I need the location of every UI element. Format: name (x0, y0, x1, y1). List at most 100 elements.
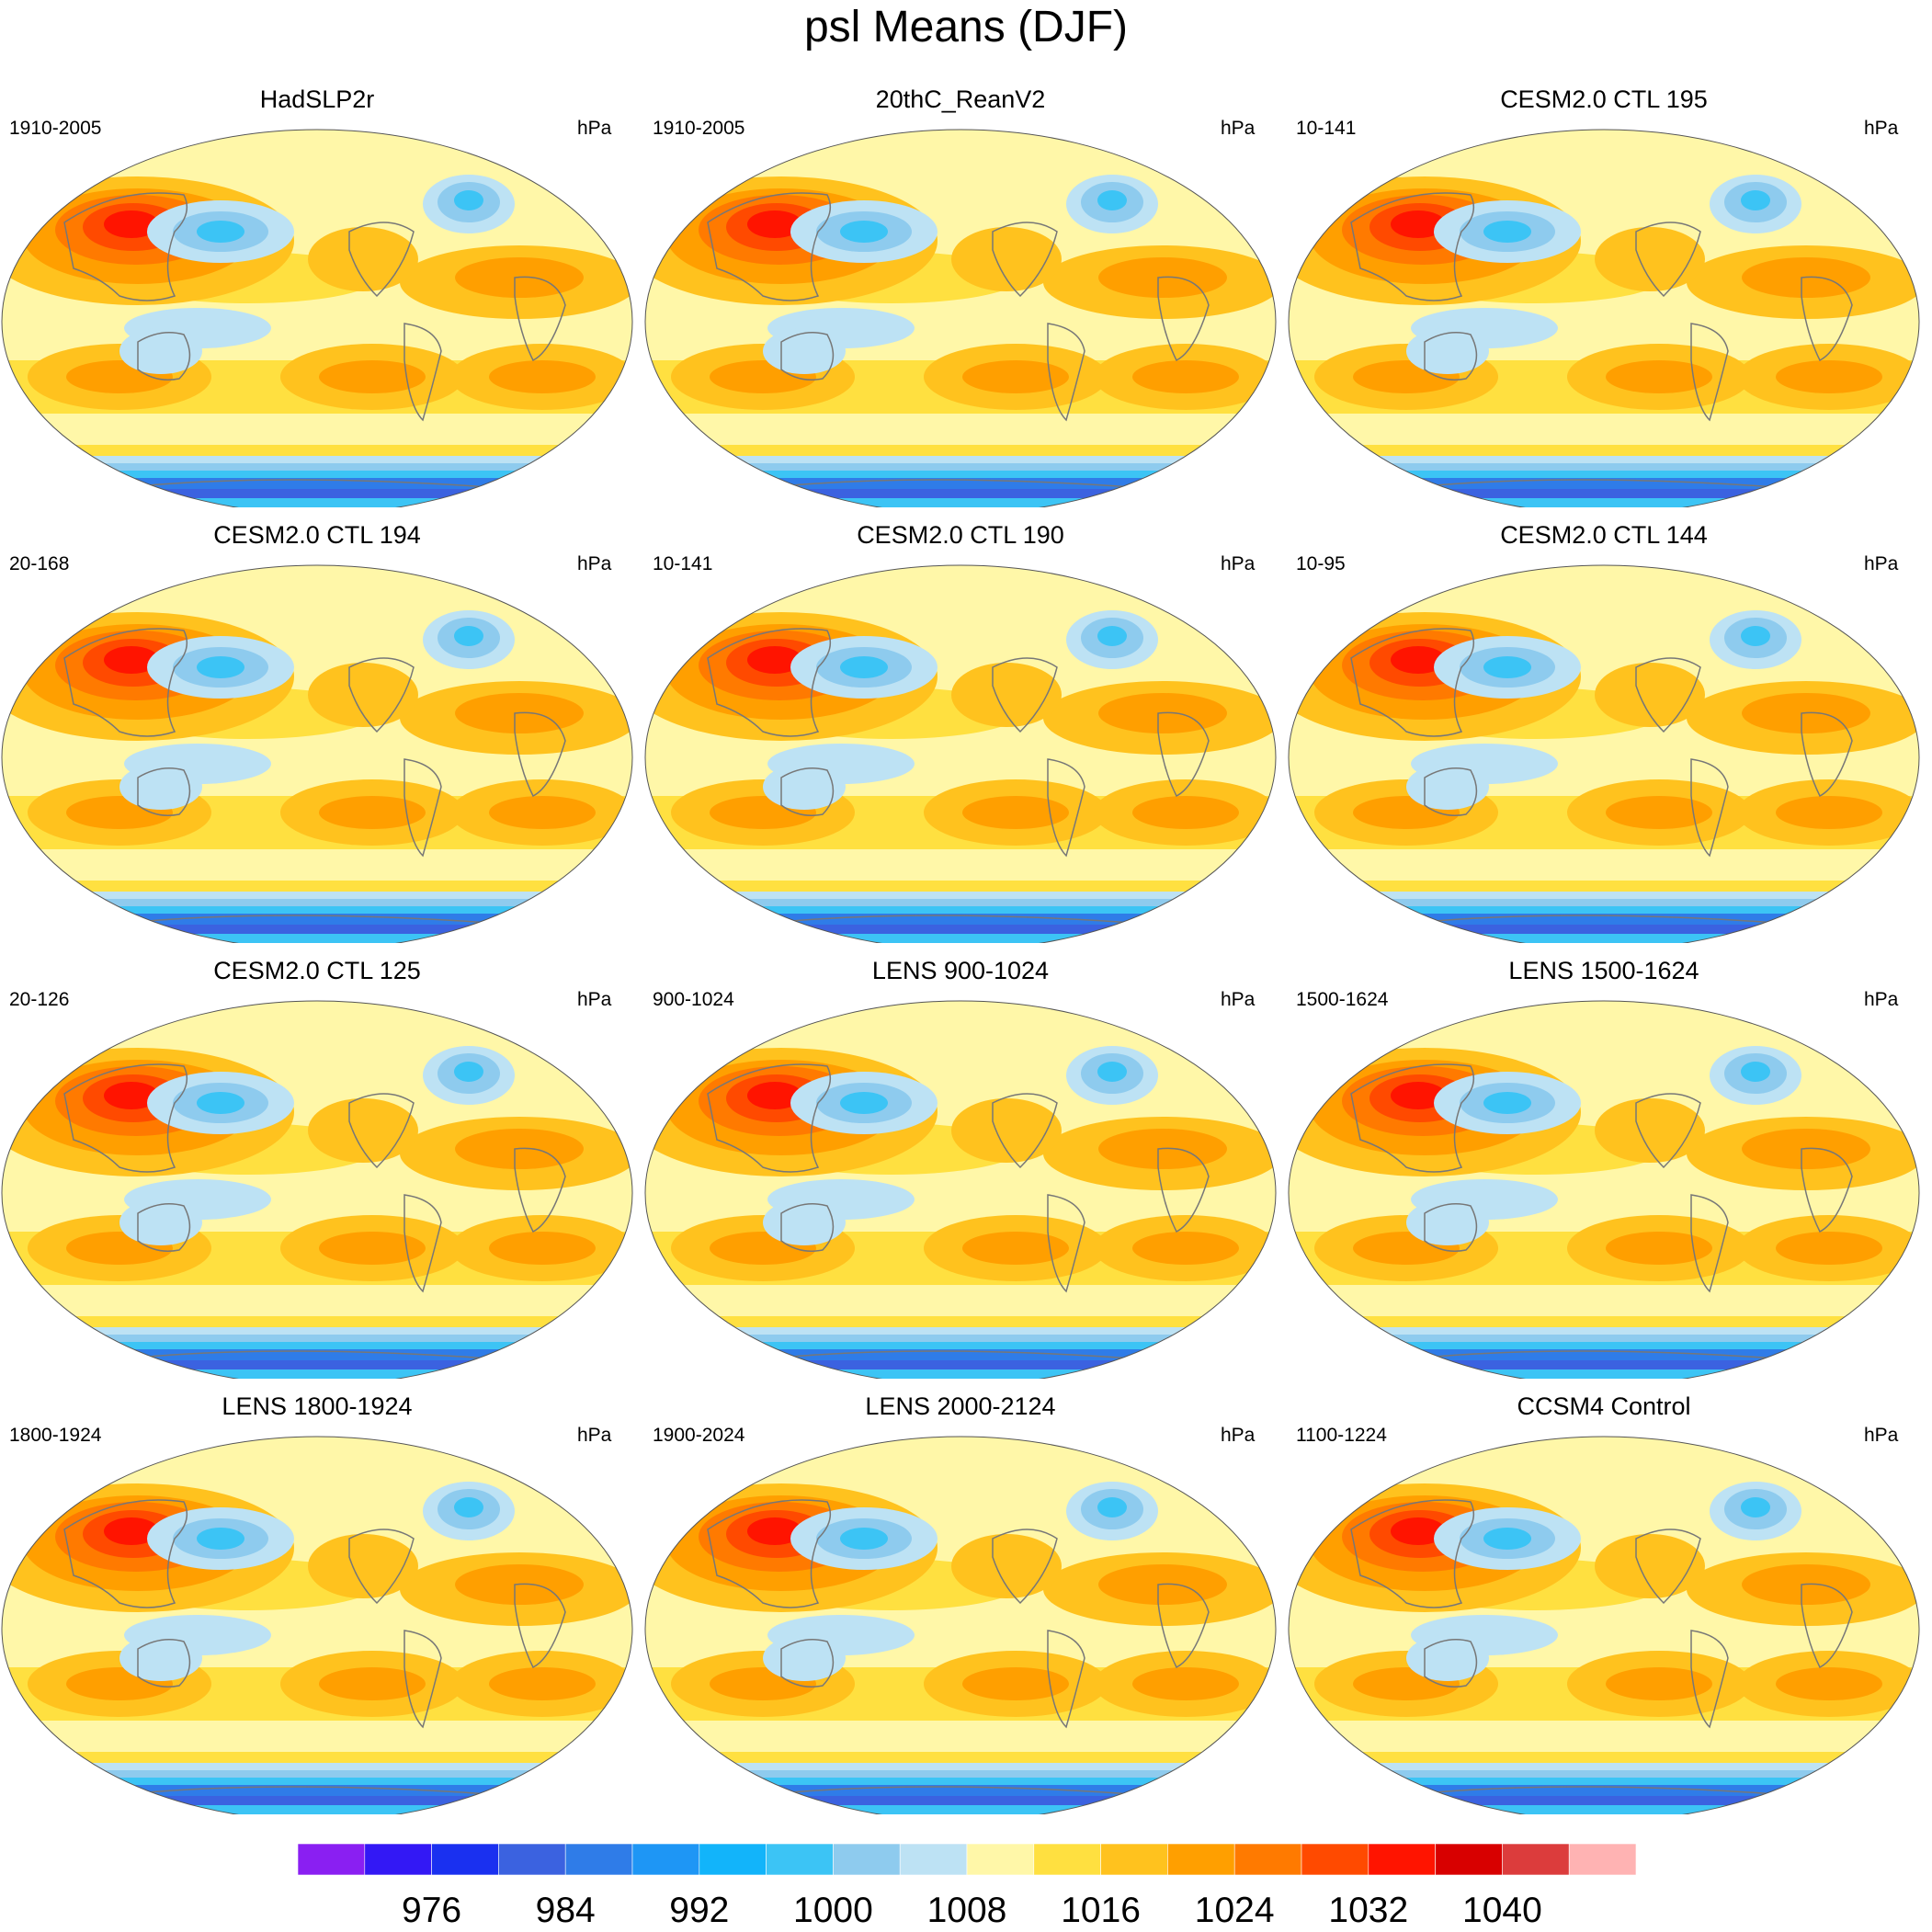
siberian-high-core (1391, 210, 1446, 238)
coastline (348, 1093, 415, 1169)
band-1000 (1289, 906, 1919, 914)
map-panel: HadSLP2r 1910-2005 hPa (0, 85, 634, 507)
colorbar-box (1033, 1844, 1101, 1876)
psl-map (644, 129, 1277, 507)
coastline (1396, 1786, 1802, 1797)
subtropical-high-core (489, 1667, 596, 1700)
coastline (403, 758, 442, 858)
transition-band (1289, 445, 1919, 456)
year-range-label: 20-126 (9, 989, 70, 1010)
band-1008 (2, 1763, 632, 1770)
band-988 (645, 925, 1276, 934)
colorbar-tick-label: 992 (669, 1891, 730, 1930)
transition-band (2, 445, 632, 456)
siberian-high-core (104, 646, 159, 674)
band-1008 (2, 456, 632, 463)
band-1004 (2, 899, 632, 906)
subtropical-high-core (1776, 796, 1882, 829)
transition-band (2, 1752, 632, 1763)
panel-title: CCSM4 Control (1517, 1392, 1691, 1420)
siberian-high-core (747, 210, 802, 238)
subtropical-high-core (1132, 1232, 1239, 1265)
coastline (403, 1630, 442, 1729)
siberian-high-core (1391, 646, 1446, 674)
unit-label: hPa (577, 1425, 612, 1446)
map-panel: CESM2.0 CTL 144 10-95 hPa (1287, 520, 1921, 943)
subtropical-high-core (1132, 796, 1239, 829)
transition-band (2, 881, 632, 892)
coastline (63, 1063, 188, 1173)
aleutian-low-core (1483, 1528, 1531, 1550)
aleutian-low-core (197, 656, 244, 678)
coastline (1396, 1350, 1802, 1361)
coastline (63, 192, 188, 301)
year-range-label: 1910-2005 (9, 118, 102, 139)
panel-title: LENS 1500-1624 (1508, 957, 1699, 984)
icelandic-low-core (1741, 1062, 1770, 1082)
map-panel: LENS 2000-2124 1900-2024 hPa (643, 1392, 1278, 1814)
transition-band (645, 881, 1276, 892)
north-american-high (1595, 663, 1705, 727)
panel-title: LENS 1800-1924 (222, 1392, 413, 1420)
band-988 (2, 489, 632, 498)
siberian-high-core (104, 210, 159, 238)
transition-band (645, 1752, 1276, 1763)
band-1000 (2, 1342, 632, 1349)
coastline (753, 1350, 1159, 1361)
icelandic-low-core (1097, 190, 1127, 210)
coastline (137, 332, 191, 381)
unit-label: hPa (1221, 553, 1256, 574)
australia-low (763, 328, 846, 374)
map-border (1288, 1436, 1920, 1814)
map-border (1, 1000, 633, 1379)
australia-low (763, 1635, 846, 1681)
colorbar-box (899, 1844, 968, 1876)
subtropical-high-core (319, 1232, 426, 1265)
coastline (348, 657, 415, 733)
map-border (1288, 564, 1920, 943)
map-panel: CESM2.0 CTL 190 10-141 hPa (643, 520, 1278, 943)
antarctic-field (2, 1805, 632, 1814)
colorbar-tick-label: 984 (535, 1891, 596, 1930)
siberian-high-core (1391, 1517, 1446, 1545)
map-border (644, 129, 1277, 507)
antarctic-field (1289, 1805, 1919, 1814)
band-1000 (645, 1342, 1276, 1349)
north-american-high (1595, 1534, 1705, 1598)
aleutian-low-core (1483, 221, 1531, 243)
band-1008 (645, 1327, 1276, 1335)
psl-map (1, 564, 633, 943)
year-range-label: 10-141 (653, 553, 713, 574)
colorbar-box (631, 1844, 700, 1876)
australia-low (119, 1635, 202, 1681)
colorbar-box (1568, 1844, 1636, 1876)
coastline (1047, 1194, 1085, 1293)
coastline (348, 1529, 415, 1605)
band-1000 (2, 1778, 632, 1785)
band-1000 (2, 471, 632, 478)
subtropical-high-core (1606, 796, 1712, 829)
subtropical-high-core (1776, 1232, 1882, 1265)
band-1000 (645, 906, 1276, 914)
colorbar-tick-label: 1024 (1194, 1891, 1275, 1930)
panel-title: 20thC_ReanV2 (875, 85, 1046, 113)
band-988 (2, 1796, 632, 1805)
australia-low (763, 1199, 846, 1245)
band-1008 (645, 1763, 1276, 1770)
coastline (1690, 323, 1729, 422)
north-american-high (308, 1534, 418, 1598)
aleutian-low-core (197, 221, 244, 243)
north-american-high (1595, 227, 1705, 291)
siberian-high-core (104, 1082, 159, 1109)
panel-title: CESM2.0 CTL 144 (1500, 521, 1708, 549)
coastline (1157, 1147, 1210, 1233)
psl-map (1, 1436, 633, 1814)
transition-band (1289, 881, 1919, 892)
psl-map (1, 1000, 633, 1379)
antarctic-field (1289, 934, 1919, 943)
coastline (1424, 332, 1478, 381)
coastline (780, 1203, 835, 1252)
australia-low (1406, 328, 1489, 374)
coastline (1801, 1147, 1853, 1233)
unit-label: hPa (1221, 1425, 1256, 1446)
